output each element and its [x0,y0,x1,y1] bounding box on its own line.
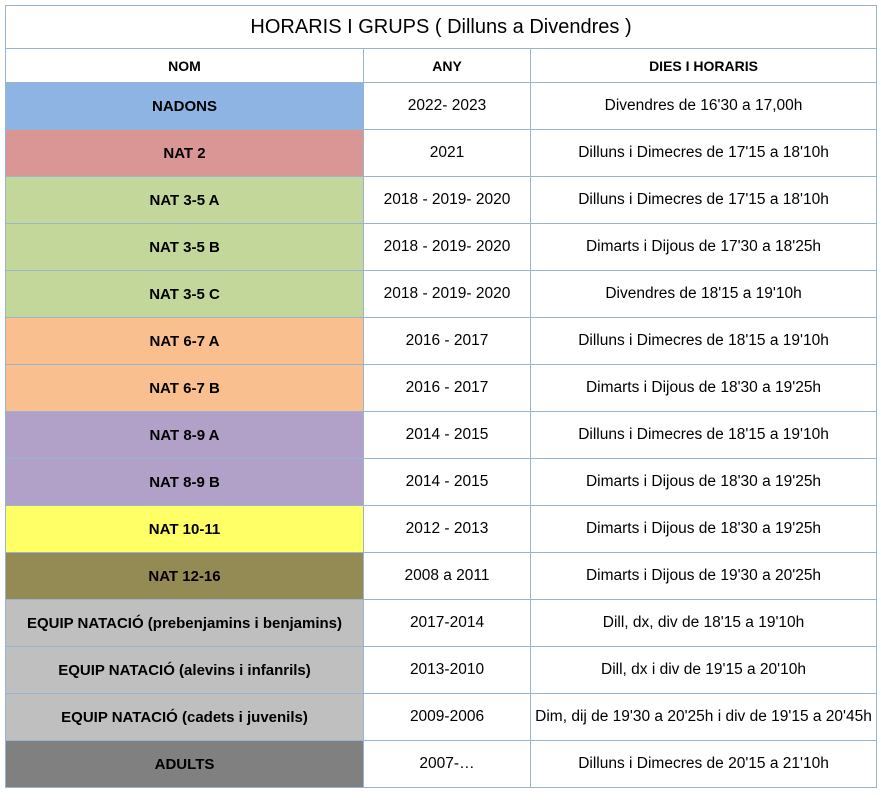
table-row: EQUIP NATACIÓ (alevins i infanrils) 2013-… [5,646,878,694]
group-name-cell: NAT 2 [5,129,364,177]
table-row: EQUIP NATACIÓ (cadets i juvenils) 2009-20… [5,693,878,741]
group-name-cell: NAT 6-7 B [5,364,364,412]
group-name-cell: NADONS [5,82,364,130]
group-name-cell: NAT 3-5 C [5,270,364,318]
table-row: NADONS 2022- 2023 Divendres de 16'30 a 17,… [5,82,878,130]
group-name-cell: EQUIP NATACIÓ (prebenjamins i benjamins) [5,599,364,647]
schedule-cell: Dill, dx i div de 19'15 a 20'10h [529,646,878,694]
column-header-any: ANY [363,48,531,83]
year-cell: 2018 - 2019- 2020 [363,223,531,271]
table-row: NAT 10-11 2012 - 2013 Dimarts i Dijous de … [5,505,878,553]
group-name-cell: NAT 8-9 B [5,458,364,506]
table-row: NAT 3-5 A 2018 - 2019- 2020 Dilluns i Dime… [5,176,878,224]
schedule-cell: Dilluns i Dimecres de 20'15 a 21'10h [529,740,878,788]
year-cell: 2018 - 2019- 2020 [363,270,531,318]
title-row: HORARIS I GRUPS ( Dilluns a Divendres ) [4,5,878,49]
year-cell: 2008 a 2011 [363,552,531,600]
year-cell: 2014 - 2015 [363,458,531,506]
group-name-cell: NAT 6-7 A [5,317,364,365]
group-name-cell: NAT 3-5 B [5,223,364,271]
header-row: NOM ANY DIES I HORARIS [5,48,878,83]
year-cell: 2007-… [363,740,531,788]
schedule-cell: Dimarts i Dijous de 18'30 a 19'25h [529,364,878,412]
year-cell: 2018 - 2019- 2020 [363,176,531,224]
year-cell: 2013-2010 [363,646,531,694]
group-name-cell: NAT 8-9 A [5,411,364,459]
schedule-cell: Dilluns i Dimecres de 17'15 a 18'10h [529,176,878,224]
table-row: NAT 12-16 2008 a 2011 Dimarts i Dijous de … [5,552,878,600]
year-cell: 2009-2006 [363,693,531,741]
schedule-cell: Dimarts i Dijous de 18'30 a 19'25h [529,505,878,553]
schedule-cell: Divendres de 16'30 a 17,00h [529,82,878,130]
schedule-table-body: HORARIS I GRUPS ( Dilluns a Divendres ) … [4,5,878,788]
column-header-dies-i-horaris: DIES I HORARIS [529,48,878,83]
schedule-cell: Dimarts i Dijous de 19'30 a 20'25h [529,552,878,600]
column-header-nom: NOM [5,48,364,83]
group-name-cell: EQUIP NATACIÓ (cadets i juvenils) [5,693,364,741]
schedule-cell: Dilluns i Dimecres de 18'15 a 19'10h [529,317,878,365]
schedule-cell: Dill, dx, div de 18'15 a 19'10h [529,599,878,647]
table-row: NAT 8-9 B 2014 - 2015 Dimarts i Dijous de … [5,458,878,506]
year-cell: 2014 - 2015 [363,411,531,459]
group-name-cell: NAT 10-11 [5,505,364,553]
year-cell: 2022- 2023 [363,82,531,130]
year-cell: 2016 - 2017 [363,317,531,365]
table-row: NAT 2 2021 Dilluns i Dimecres de 17'15 a 1… [5,129,878,177]
schedule-table: HORARIS I GRUPS ( Dilluns a Divendres ) … [4,5,878,788]
schedule-cell: Dimarts i Dijous de 17'30 a 18'25h [529,223,878,271]
schedule-cell: Dilluns i Dimecres de 18'15 a 19'10h [529,411,878,459]
schedule-cell: Dilluns i Dimecres de 17'15 a 18'10h [529,129,878,177]
table-row: NAT 6-7 B 2016 - 2017 Dimarts i Dijous de … [5,364,878,412]
year-cell: 2016 - 2017 [363,364,531,412]
year-cell: 2017-2014 [363,599,531,647]
table-row: NAT 6-7 A 2016 - 2017 Dilluns i Dimecres d… [5,317,878,365]
year-cell: 2012 - 2013 [363,505,531,553]
year-cell: 2021 [363,129,531,177]
table-row: NAT 3-5 C 2018 - 2019- 2020 Divendres de 1… [5,270,878,318]
schedule-cell: Dimarts i Dijous de 18'30 a 19'25h [529,458,878,506]
group-name-cell: ADULTS [5,740,364,788]
table-row: NAT 3-5 B 2018 - 2019- 2020 Dimarts i Dijo… [5,223,878,271]
group-name-cell: NAT 3-5 A [5,176,364,224]
group-name-cell: EQUIP NATACIÓ (alevins i infanrils) [5,646,364,694]
table-row: NAT 8-9 A 2014 - 2015 Dilluns i Dimecres d… [5,411,878,459]
table-row: EQUIP NATACIÓ (prebenjamins i benjamins)… [5,599,878,647]
table-title: HORARIS I GRUPS ( Dilluns a Divendres ) [4,5,878,49]
schedule-cell: Dim, dij de 19'30 a 20'25h i div de 19'1… [529,693,878,741]
group-name-cell: NAT 12-16 [5,552,364,600]
schedule-cell: Divendres de 18'15 a 19'10h [529,270,878,318]
table-row: ADULTS 2007-… Dilluns i Dimecres de 20'15 … [5,740,878,788]
schedule-sheet: HORARIS I GRUPS ( Dilluns a Divendres ) … [4,5,878,788]
